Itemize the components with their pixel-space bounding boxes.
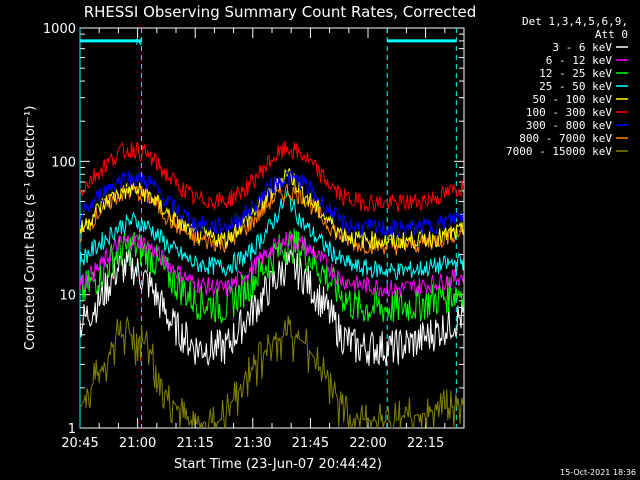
y-tick-label: 100 — [51, 155, 76, 170]
series-line — [80, 228, 464, 324]
legend-entry-label: 100 - 300 keV — [526, 106, 612, 119]
x-tick-label: 21:30 — [234, 436, 271, 451]
x-tick-label: 22:15 — [407, 436, 444, 451]
series-line — [80, 315, 464, 428]
legend-entry-label: 6 - 12 keV — [546, 54, 613, 67]
y-tick-label: 1 — [68, 422, 76, 437]
legend-entry-label: 50 - 100 keV — [533, 93, 613, 106]
y-tick-label: 10 — [59, 289, 76, 304]
legend-header-line-2: Att 0 — [595, 28, 628, 41]
x-tick-label: 21:15 — [176, 436, 213, 451]
legend-entry-label: 7000 - 15000 keV — [506, 145, 612, 158]
legend-entry-label: 12 - 25 keV — [539, 67, 612, 80]
y-axis-label: Corrected Count Rate (s⁻¹ detector⁻¹) — [23, 106, 38, 351]
series-line — [80, 169, 464, 238]
legend-entry-label: 800 - 7000 keV — [519, 132, 612, 145]
legend-entry-label: 300 - 800 keV — [526, 119, 612, 132]
night-marker-label: N — [135, 38, 142, 48]
series-line — [80, 249, 464, 367]
series-line — [80, 140, 464, 213]
chart-title: RHESSI Observing Summary Count Rates, Co… — [84, 3, 477, 21]
y-tick-label: 1000 — [43, 22, 76, 37]
x-tick-label: 20:45 — [61, 436, 98, 451]
legend-entry-label: 25 - 50 keV — [539, 80, 612, 93]
x-tick-label: 22:00 — [349, 436, 386, 451]
series-line — [80, 167, 464, 251]
series-line — [80, 231, 464, 298]
legend-header-line-1: Det 1,3,4,5,6,9, — [522, 15, 628, 28]
plot-area: 1 10 100 1000 20:45 21:00 21:15 21:30 21:45 22:00… — [43, 22, 465, 451]
x-tick-label: 21:00 — [119, 436, 156, 451]
legend-entry-label: 3 - 6 keV — [552, 41, 612, 54]
x-axis-label: Start Time (23-Jun-07 20:44:42) — [174, 457, 382, 472]
generation-timestamp: 15-Oct-2021 18:36 — [560, 468, 636, 477]
series-line — [80, 189, 464, 281]
x-tick-label: 21:45 — [292, 436, 329, 451]
